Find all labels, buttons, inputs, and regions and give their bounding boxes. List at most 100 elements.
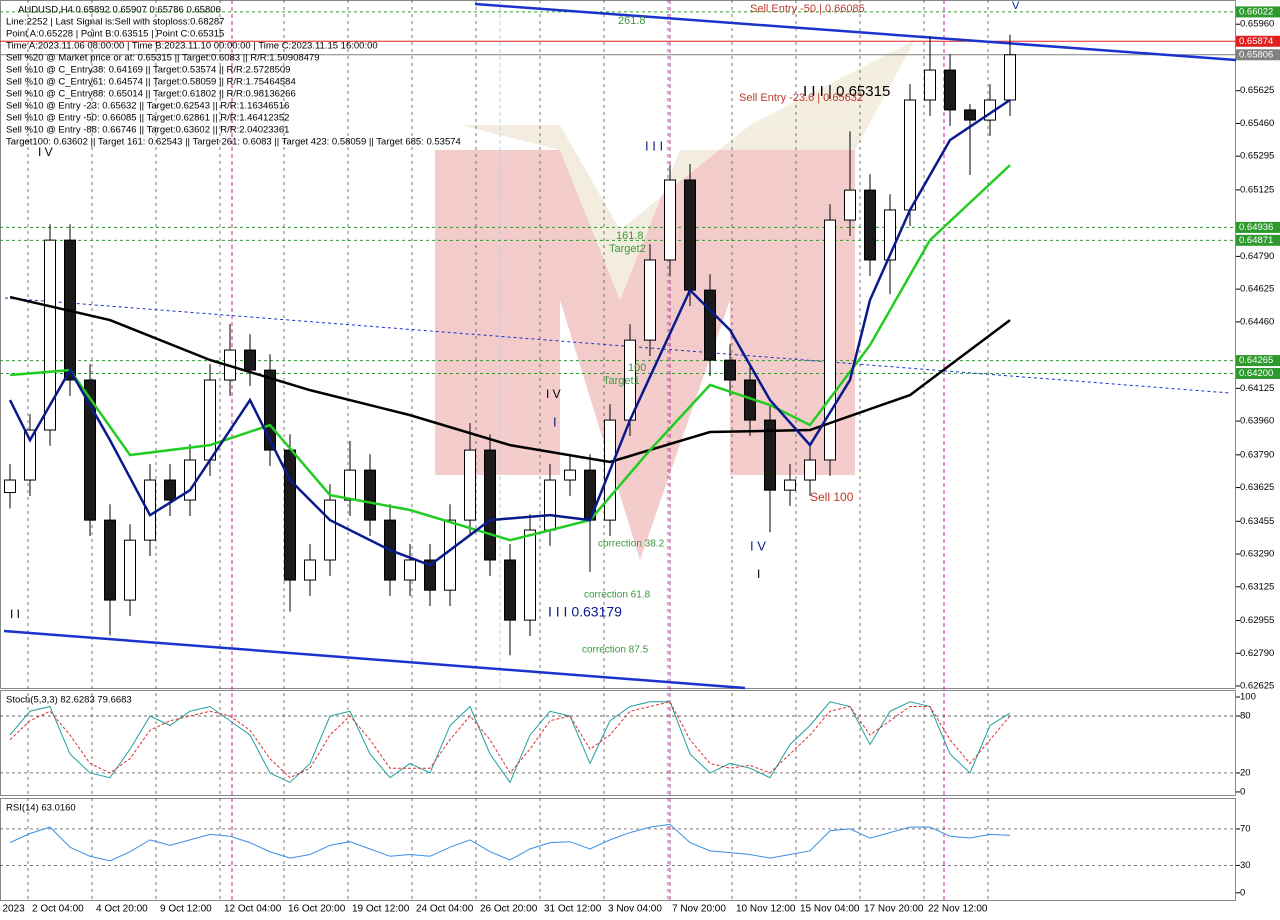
candle-body [844,189,856,221]
annotation: Target1 [603,375,640,387]
candle-body [484,449,496,561]
oscillator-line [9,701,1011,784]
y-tick-label: 80 [1240,711,1251,722]
x-tick-label: 9 Oct 12:00 [160,904,212,915]
info-line: Sell %10 @ Entry -50: 0.66085 || Target:… [6,113,289,124]
candle-body [404,559,416,581]
annotation: I I I 0.63179 [548,604,622,620]
price-level-box [1236,367,1280,379]
annotation: I I I [645,138,663,153]
oscillator-line [9,823,1011,862]
info-line: Point A:0.65228 | Point B:0.63515 | Poin… [6,29,224,40]
y-tick-label: 0.63960 [1240,416,1274,427]
x-tick-label: 2 Oct 04:00 [32,904,84,915]
plot [4,34,1016,862]
x-tick-label: 24 Oct 04:00 [416,904,474,915]
price-level-box [1236,49,1280,61]
y-tick-label: 0.63125 [1240,581,1274,592]
candle-body [184,459,196,501]
candle-body [504,559,516,621]
price-level-box [1236,221,1280,233]
x-tick-label: 15 Nov 04:00 [800,904,860,915]
candle-body [124,539,136,601]
price-level-label: 0.65874 [1239,36,1273,47]
candle-body [244,349,256,371]
y-tick-label: 100 [1240,692,1256,703]
candle-body [204,379,216,461]
candle-body [324,499,336,561]
annotation: Sell 100 [810,490,854,504]
rsi-panel [0,798,1236,901]
annotation: 161.8 [616,230,644,242]
x-tick-label: 27 Sep 2023 [0,904,25,915]
candle-body [144,479,156,541]
candle-body [264,369,276,451]
y-tick-label: 0.64625 [1240,284,1274,295]
candle-body [1004,54,1016,101]
info-line: Line:2252 | Last Signal is:Sell with sto… [6,17,224,28]
info-line: Time A:2023.11.06 08:00:00 | Time B:2023… [6,41,378,52]
y-tick-label: 0.65460 [1240,118,1274,129]
y-tick-label: 0.65125 [1240,184,1274,195]
annotation: V [1012,0,1020,12]
y-tick-label: 20 [1240,767,1251,778]
y-tick-label: 0 [1240,887,1245,898]
annotation: 100 [628,362,646,374]
candle-body [84,379,96,521]
annotation: Sell Entry -23.6 | 0.65632 [739,92,863,104]
annotation: I V [546,387,561,401]
candle-body [344,469,356,501]
candle-body [24,429,36,481]
x-tick-label: 3 Nov 04:00 [608,904,662,915]
y-tick-label: 0.65295 [1240,151,1274,162]
trend-line [4,297,1231,394]
moving-average [9,295,1011,464]
info-line: Sell %10 @ Entry -88: 0.66746 || Target:… [6,125,289,136]
x-tick-label: 17 Nov 20:00 [864,904,924,915]
x-tick-label: 19 Oct 12:00 [352,904,410,915]
info-line: Sell %10 @ Entry -23: 0.65632 || Target:… [6,101,289,112]
annotation: correction 87.5 [582,645,649,656]
candle-body [644,259,656,341]
moving-average [8,98,1011,567]
candle-body [164,479,176,501]
x-tick-label: 12 Oct 04:00 [224,904,282,915]
annotation: I V [38,145,53,159]
annotation: 261.8 [618,15,646,27]
candle-body [704,289,716,361]
info-line: Sell %10 @ C_Entry61: 0.64574 || Target:… [6,77,296,88]
candle-body [664,179,676,261]
candle-body [944,69,956,111]
trend-lines [3,2,1237,690]
panel-title: Stoch(5,3,3) 82.6283 79.6683 [6,695,132,706]
candle-body [864,189,876,261]
annotation: I [553,414,557,429]
candle-body [884,209,896,261]
candle-body [44,239,56,431]
panels [0,0,1236,901]
candle-body [764,419,776,491]
annotation: I [757,567,760,581]
price-level-label: 0.65806 [1239,49,1273,60]
x-tick-label: 26 Oct 20:00 [480,904,538,915]
candle-body [104,519,116,601]
y-tick-label: 0.64125 [1240,383,1274,394]
main-panel [0,0,1236,689]
info-line: Target100: 0.63602 || Target 161: 0.6254… [6,137,461,148]
candle-body [964,109,976,121]
annotation: Target2 [609,243,646,255]
y-tick-label: 0.62955 [1240,615,1274,626]
x-tick-label: 4 Oct 20:00 [96,904,148,915]
stoch-panel [0,690,1236,796]
y-tick-label: 0.65625 [1240,85,1274,96]
chart-title: AUDUSD,H4 0.65892 0.65907 0.65786 0.6580… [18,5,221,16]
price-level-label: 0.64936 [1239,222,1273,233]
candle-body [684,179,696,291]
candle-body [544,479,556,531]
y-tick-label: 0.62625 [1240,681,1274,692]
info-line: Sell %20 @ Market price or at: 0.65315 |… [6,53,320,64]
price-level-box [1236,234,1280,246]
y-tick-label: 0 [1240,786,1245,797]
price-level-box [1236,355,1280,367]
price-level-label: 0.64871 [1239,235,1273,246]
